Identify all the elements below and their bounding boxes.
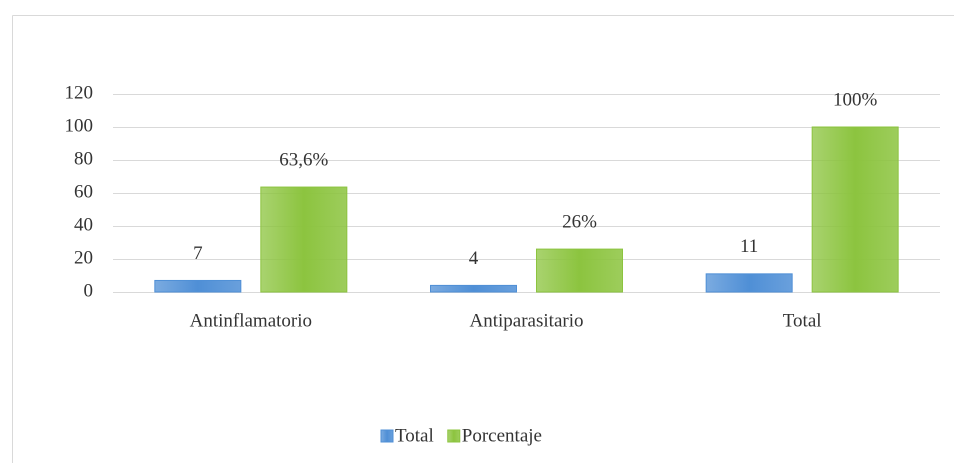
bar bbox=[811, 126, 899, 293]
y-tick-label: 80 bbox=[74, 148, 93, 169]
value-label: 63,6% bbox=[279, 149, 328, 170]
bar bbox=[430, 284, 517, 293]
y-tick-label: 100 bbox=[65, 115, 94, 136]
value-label: 11 bbox=[740, 236, 758, 257]
y-tick-label: 60 bbox=[74, 181, 93, 202]
x-tick-label: Antiparasitario bbox=[470, 310, 584, 331]
legend-swatch bbox=[447, 429, 461, 443]
value-label: 100% bbox=[833, 89, 878, 110]
legend-label: Porcentaje bbox=[462, 425, 542, 446]
value-label: 26% bbox=[562, 211, 597, 232]
value-label: 4 bbox=[469, 248, 479, 269]
y-tick-label: 20 bbox=[74, 247, 93, 268]
y-tick-label: 40 bbox=[74, 214, 93, 235]
bar bbox=[260, 186, 348, 293]
legend-swatch bbox=[380, 429, 394, 443]
y-tick-label: 120 bbox=[65, 82, 94, 103]
x-tick-label: Antinflamatorio bbox=[190, 310, 312, 331]
bar bbox=[536, 248, 623, 293]
bar bbox=[705, 273, 793, 293]
bar bbox=[154, 279, 242, 293]
y-tick-label: 0 bbox=[84, 280, 94, 301]
legend-label: Total bbox=[395, 425, 434, 446]
x-tick-label: Total bbox=[783, 310, 822, 331]
value-label: 7 bbox=[193, 243, 203, 264]
